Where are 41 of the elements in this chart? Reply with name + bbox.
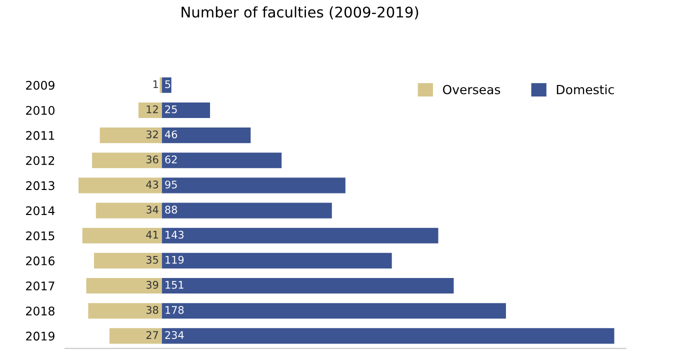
y-tick-label: 2016 [26, 256, 55, 266]
data-label: 35 [146, 256, 158, 264]
bar [109, 328, 162, 344]
data-label: 38 [146, 306, 158, 314]
data-label: 25 [165, 105, 177, 114]
data-label: 46 [164, 130, 178, 138]
data-label: 32 [146, 130, 158, 138]
data-label: 62 [165, 156, 177, 164]
data-label: 151 [166, 281, 184, 289]
data-label: 36 [146, 156, 158, 164]
data-label: 5 [165, 80, 170, 88]
bar [94, 252, 162, 268]
y-tick-label: 2017 [26, 282, 54, 290]
y-tick-label: 2014 [26, 206, 55, 216]
data-label: 234 [165, 331, 184, 339]
y-tick-label: 2011 [26, 131, 54, 140]
y-tick-label: 2009 [26, 80, 54, 90]
y-tick-label: 2019 [26, 332, 54, 341]
data-label: 88 [165, 206, 178, 214]
data-label: 1 [153, 80, 158, 88]
data-label: 39 [146, 280, 158, 289]
data-label: 43 [146, 180, 158, 188]
bar [86, 278, 162, 294]
data-label: 119 [166, 256, 184, 264]
data-label: 95 [165, 180, 177, 188]
data-label: 41 [146, 230, 158, 238]
legend-label: Domestic [556, 84, 614, 94]
data-label: 34 [146, 206, 158, 214]
legend-label: Overseas [442, 84, 500, 94]
y-tick-label: 2012 [26, 156, 54, 166]
data-label: 27 [146, 331, 158, 339]
y-tick-label: 2015 [26, 231, 54, 240]
bar [88, 303, 162, 319]
data-label: 12 [146, 105, 158, 114]
bar [82, 228, 162, 244]
y-tick-label: 2010 [26, 106, 54, 115]
data-label: 143 [166, 230, 184, 239]
data-label: 178 [166, 306, 184, 314]
y-tick-label: 2013 [26, 181, 54, 190]
chart-title: Number of faculties (2009-2019) [182, 6, 418, 20]
y-tick-label: 2018 [26, 306, 54, 316]
